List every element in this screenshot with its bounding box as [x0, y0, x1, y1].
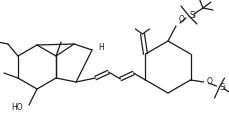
Text: Si: Si — [189, 11, 196, 21]
Text: HO: HO — [11, 104, 23, 112]
Text: Si: Si — [220, 82, 226, 92]
Text: O: O — [207, 77, 212, 87]
Text: H: H — [98, 43, 104, 51]
Text: O: O — [179, 15, 185, 24]
